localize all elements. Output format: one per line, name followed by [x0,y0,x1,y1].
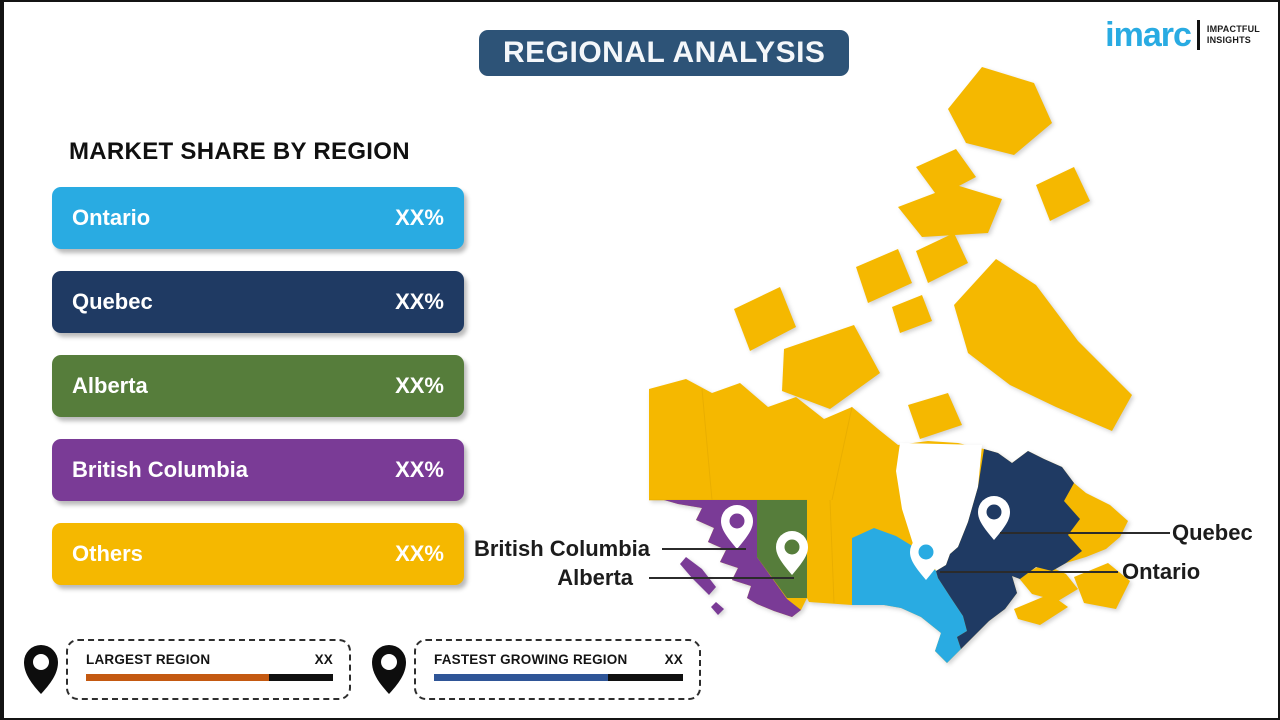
legend-largest-region-bar-fill [86,674,269,681]
map-pin-british-columbia [721,505,753,549]
legend-fastest-growing-label: FASTEST GROWING REGION [434,652,628,667]
bar-value: XX% [395,289,444,314]
bar-label: Alberta [72,373,148,398]
bar-value: XX% [395,457,444,482]
map-pin-alberta [776,531,808,575]
legend-largest-region-bar [86,674,333,681]
region-ontario [852,528,967,663]
canada-map [649,67,1132,663]
bar-others: Others XX% [52,523,464,585]
legend-largest-region: LARGEST REGION XX [66,639,351,700]
logo-divider [1196,20,1200,50]
fastest-growing-region-pin-icon [372,645,406,694]
market-share-bar-list: Ontario XX% Quebec XX% Alberta XX% Briti… [52,187,464,607]
legend-fastest-growing-value: XX [664,652,683,667]
map-pin-quebec [978,496,1010,540]
leader-line-alberta [649,577,794,579]
region-british-columbia [664,500,801,617]
legend-fastest-growing-bar [434,674,683,681]
legend-fastest-growing-region: FASTEST GROWING REGION XX [414,639,701,700]
chart-heading: MARKET SHARE BY REGION [69,138,410,165]
map-label-alberta: Alberta [557,565,633,590]
largest-region-pin-icon [24,645,58,694]
map-atlantic-islands [1014,563,1130,625]
legend-fastest-growing-bar-fill [434,674,609,681]
bar-alberta: Alberta XX% [52,355,464,417]
logo-tagline: IMPACTFUL INSIGHTS [1207,24,1260,47]
region-quebec [936,449,1082,649]
bar-british-columbia: British Columbia XX% [52,439,464,501]
imarc-logo: imarc IMPACTFUL INSIGHTS [1105,18,1260,52]
map-arctic-islands [734,67,1132,439]
bar-value: XX% [395,541,444,566]
bar-quebec: Quebec XX% [52,271,464,333]
map-label-ontario: Ontario [1122,559,1201,584]
page-title: REGIONAL ANALYSIS [479,30,850,76]
imarc-logo-text: imarc [1105,16,1192,54]
bar-label: British Columbia [72,457,249,482]
map-label-british-columbia: British Columbia [473,536,650,561]
logo-tagline-line2: INSIGHTS [1206,35,1251,45]
bar-label: Ontario [72,205,151,230]
legend-largest-region-label: LARGEST REGION [86,652,211,667]
vancouver-island [680,557,716,595]
bar-value: XX% [395,373,444,398]
bar-label: Others [72,541,143,566]
map-label-quebec: Quebec [1172,520,1253,545]
bc-islet [711,602,724,615]
leader-line-british-columbia [662,548,746,550]
leader-line-quebec [1000,532,1170,534]
leader-line-ontario [940,571,1118,573]
legend-largest-region-value: XX [314,652,333,667]
bar-value: XX% [395,205,444,230]
map-pin-ontario [910,536,942,580]
logo-tagline-line1: IMPACTFUL [1206,23,1260,34]
bar-ontario: Ontario XX% [52,187,464,249]
bar-label: Quebec [72,289,153,314]
